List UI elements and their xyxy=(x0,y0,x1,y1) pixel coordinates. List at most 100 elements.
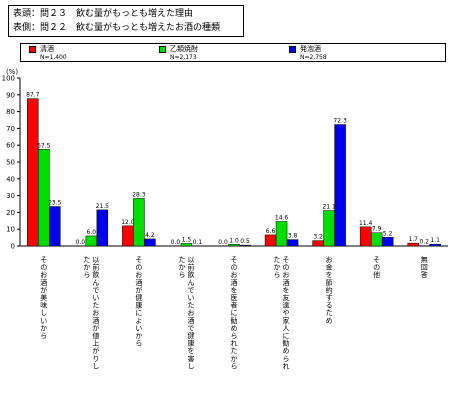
bar xyxy=(144,238,156,247)
x-category-label-char: た xyxy=(83,256,90,264)
y-tick-label: 50 xyxy=(6,159,15,167)
x-category-label-char: 人 xyxy=(283,324,290,332)
legend-series-n: N=1,400 xyxy=(40,54,67,61)
bar-value-label: 5.2 xyxy=(383,230,393,237)
x-category-label-char: 値 xyxy=(92,331,99,340)
bar-value-label: 6.0 xyxy=(87,229,97,236)
bar xyxy=(312,240,324,247)
x-category-label-char: お xyxy=(283,271,290,279)
x-category-label-char: 無 xyxy=(421,255,428,264)
bar xyxy=(359,226,372,247)
x-category-label-char: の xyxy=(40,264,47,272)
bar-value-label: 23.5 xyxy=(48,200,62,207)
y-tick-label: 20 xyxy=(6,209,15,217)
bar-value-label: 12.0 xyxy=(121,219,135,226)
x-category-label-char: し xyxy=(40,309,47,317)
x-category-label-char: に xyxy=(283,332,290,340)
x-category-label-char: 飲 xyxy=(187,270,194,279)
x-category-label-char: 康 xyxy=(135,301,142,310)
legend-swatch xyxy=(289,46,296,53)
bar xyxy=(407,242,419,247)
y-tick-label: 70 xyxy=(6,125,15,133)
x-category-label-char: い xyxy=(40,317,47,325)
bar-value-label: 21.1 xyxy=(322,204,336,211)
x-category-label-char: ら xyxy=(40,332,47,340)
table-header-box: 表頭：問２３ 飲む量がもっとも増えた理由 表側：問２２ 飲む量がもっとも増えたお… xyxy=(8,5,244,37)
y-tick-label: 80 xyxy=(6,108,15,116)
x-category-label-char: そ xyxy=(373,256,380,264)
x-category-label-char: か xyxy=(40,324,47,332)
x-category-label-char: 酒 xyxy=(40,279,47,287)
x-category-label-char: お xyxy=(40,271,47,279)
x-category-label-char: の xyxy=(135,264,142,272)
x-category-label-char: お xyxy=(135,271,142,279)
y-tick-label: 40 xyxy=(6,175,15,183)
x-category-label-char: そ xyxy=(135,256,142,264)
bar xyxy=(96,209,109,247)
bar xyxy=(27,98,39,247)
bar-value-label: 0.1 xyxy=(193,239,203,246)
x-category-label-char: ら xyxy=(178,271,185,279)
bar xyxy=(38,149,50,247)
x-category-label-char: 酒 xyxy=(187,317,194,325)
x-category-label-char: そ xyxy=(231,256,238,264)
bar xyxy=(429,243,441,247)
x-category-label-char: ら xyxy=(83,271,90,279)
x-category-label-char: の xyxy=(283,264,290,272)
x-category-label-char: を xyxy=(187,347,194,355)
x-category-label-char: 答 xyxy=(421,270,428,279)
bar-value-label: 1.7 xyxy=(408,236,418,243)
bar xyxy=(334,124,346,247)
legend-series-n: N=2,758 xyxy=(300,54,327,61)
bar-value-label: 14.6 xyxy=(275,214,289,221)
x-category-label-char: 勧 xyxy=(283,339,290,348)
bar xyxy=(122,225,134,247)
x-category-label-char: 者 xyxy=(231,302,238,310)
bar-value-label: 3.8 xyxy=(288,233,298,240)
y-tick-label: 30 xyxy=(6,192,15,200)
bar-value-label: 0.0 xyxy=(218,239,228,246)
bar xyxy=(264,234,277,247)
x-category-label-char: お xyxy=(187,309,194,317)
x-category-label-char: か xyxy=(135,332,142,340)
x-category-label-char: る xyxy=(326,302,333,310)
x-category-label-char: め xyxy=(283,347,290,355)
x-category-label-char: そ xyxy=(40,256,47,264)
legend-series-n: N=2,173 xyxy=(170,54,197,61)
legend-swatch xyxy=(159,46,166,53)
bar-value-label: 28.3 xyxy=(132,191,146,198)
x-category-label-char: の xyxy=(373,264,380,272)
x-category-label-char: で xyxy=(92,286,99,294)
x-category-label-char: ら xyxy=(231,332,238,340)
x-category-label-char: 健 xyxy=(187,331,194,340)
bar-value-label: 4.2 xyxy=(145,232,155,239)
x-category-label-char: た xyxy=(178,256,185,264)
y-tick-label: 90 xyxy=(6,91,15,99)
bar xyxy=(370,232,383,247)
x-category-label-char: を xyxy=(231,286,238,294)
legend-series-name: 乙類焼酎 xyxy=(170,45,198,53)
x-category-label-char: 酒 xyxy=(135,279,142,287)
bar-value-label: 3.2 xyxy=(313,234,323,241)
bar-value-label: 0.5 xyxy=(240,238,250,245)
bar-value-label: 0.0 xyxy=(76,239,86,246)
x-category-label-char: 美 xyxy=(40,293,47,302)
x-category-label-char: 味 xyxy=(40,301,47,310)
x-category-label-char: が xyxy=(40,285,47,294)
x-category-label-char: 達 xyxy=(283,301,290,310)
header-line-2: 表側：問２２ 飲む量がもっとも増えたお酒の種類 xyxy=(13,23,221,33)
x-category-label-char: 上 xyxy=(92,339,99,348)
bar xyxy=(381,237,394,247)
x-category-label-char: 金 xyxy=(326,263,333,272)
x-category-label-char: た xyxy=(274,256,281,264)
x-category-label-char: か xyxy=(274,264,281,272)
x-category-label-char: を xyxy=(326,271,333,279)
bar-value-label: 1.1 xyxy=(430,237,440,244)
bar xyxy=(228,244,240,247)
x-category-label-char: ら xyxy=(274,271,281,279)
x-category-label-char: 他 xyxy=(373,270,380,279)
x-category-label-char: ん xyxy=(92,279,99,287)
